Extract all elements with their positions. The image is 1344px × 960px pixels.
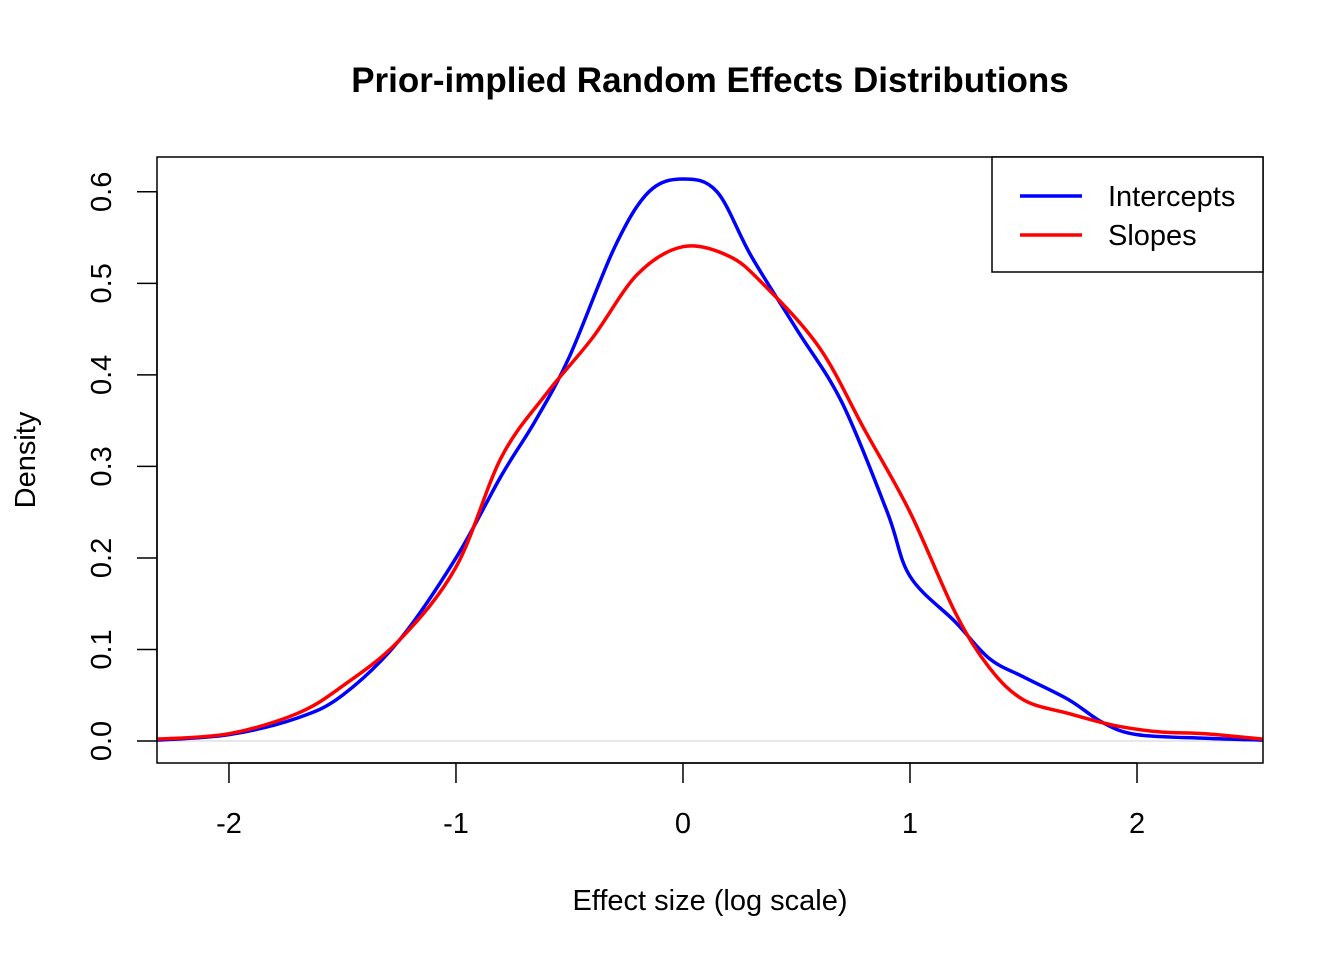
x-tick-label: 0 [675, 808, 691, 840]
x-tick-label: -2 [216, 808, 242, 840]
legend-label-slopes: Slopes [1108, 220, 1197, 252]
x-tick-label: -1 [443, 808, 469, 840]
legend: Intercepts Slopes [991, 156, 1264, 273]
y-tick-label: 0.1 [86, 629, 118, 669]
x-tick-label: 1 [902, 808, 918, 840]
y-tick-label: 0.0 [86, 721, 118, 761]
series-line-slopes [156, 244, 1264, 741]
y-tick-label: 0.5 [86, 263, 118, 303]
legend-label-intercepts: Intercepts [1108, 181, 1235, 213]
x-axis: -2 -1 0 1 2 [216, 762, 1145, 840]
y-axis-label: Density [10, 411, 42, 508]
chart-title: Prior-implied Random Effects Distributio… [351, 61, 1069, 100]
x-axis-label: Effect size (log scale) [572, 885, 847, 917]
series-group [156, 177, 1264, 742]
x-tick-label: 2 [1129, 808, 1145, 840]
y-tick-label: 0.3 [86, 446, 118, 486]
y-tick-label: 0.2 [86, 538, 118, 578]
y-tick-label: 0.4 [86, 355, 118, 395]
y-tick-label: 0.6 [86, 172, 118, 212]
y-axis: 0.0 0.1 0.2 0.3 0.4 0.5 0.6 [86, 172, 158, 761]
legend-box [991, 156, 1264, 273]
